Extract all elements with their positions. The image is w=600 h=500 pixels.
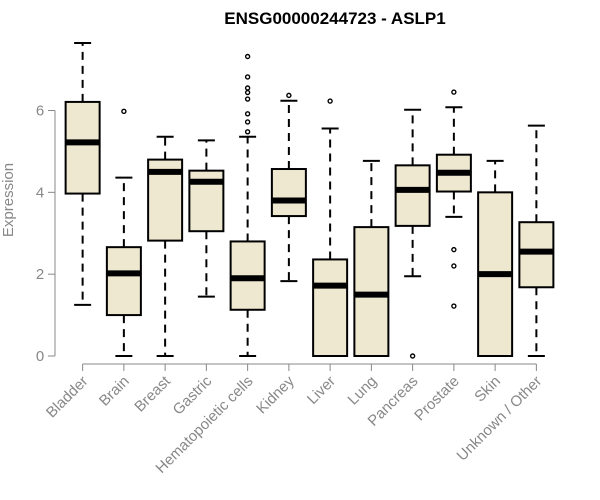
box-rect <box>64 100 101 195</box>
box-bladder <box>64 42 101 306</box>
outlier-point <box>244 85 251 91</box>
box-rect <box>394 164 431 227</box>
x-tick-label: Brain <box>96 373 133 410</box>
box-hematopoietic-cells <box>229 53 266 357</box>
x-tick-label: Breast <box>131 372 174 415</box>
box-gastric <box>188 139 225 298</box>
chart-title: ENSG00000244723 - ASLP1 <box>224 9 445 28</box>
boxes-group <box>64 42 555 359</box>
box-rect <box>518 221 555 289</box>
y-axis: 0 2 4 6 <box>36 103 56 365</box>
box-unknown-other <box>518 124 555 357</box>
x-tick-label: Skin <box>471 373 504 406</box>
box-skin <box>477 159 514 357</box>
outlier-point <box>409 353 416 359</box>
box-rect <box>270 168 307 218</box>
outlier-point <box>286 92 292 99</box>
outlier-point <box>244 96 251 102</box>
box-lung <box>353 159 390 357</box>
outlier-point <box>244 111 251 117</box>
box-kidney <box>270 92 307 283</box>
box-breast <box>147 135 184 357</box>
outlier-point <box>244 53 251 60</box>
y-tick-label: 0 <box>36 348 44 365</box>
x-tick-label: Liver <box>304 373 339 408</box>
outlier-point <box>244 74 251 80</box>
x-tick-label: Prostate <box>411 373 463 425</box>
y-tick-label: 6 <box>36 103 44 120</box>
x-tick-label: Kidney <box>253 372 298 417</box>
outlier-point <box>244 89 251 96</box>
box-rect <box>353 226 390 357</box>
outlier-point <box>451 89 457 95</box>
outlier-point <box>451 263 457 269</box>
outlier-point <box>327 98 333 104</box>
outlier-point <box>244 119 251 125</box>
y-tick-label: 2 <box>36 266 44 283</box>
y-axis-label: Expression <box>0 163 17 237</box>
box-prostate <box>435 89 472 309</box>
outlier-point <box>451 303 457 309</box>
box-pancreas <box>394 108 431 359</box>
x-tick-label: Bladder <box>43 373 92 422</box>
x-tick-label: Lung <box>345 373 381 409</box>
outlier-point <box>451 246 457 253</box>
box-rect <box>105 246 142 317</box>
box-brain <box>105 108 142 357</box>
outlier-point <box>244 129 251 135</box>
box-liver <box>312 98 349 357</box>
outlier-point <box>121 108 127 115</box>
y-tick-label: 4 <box>36 184 44 201</box>
box-rect <box>312 258 349 357</box>
